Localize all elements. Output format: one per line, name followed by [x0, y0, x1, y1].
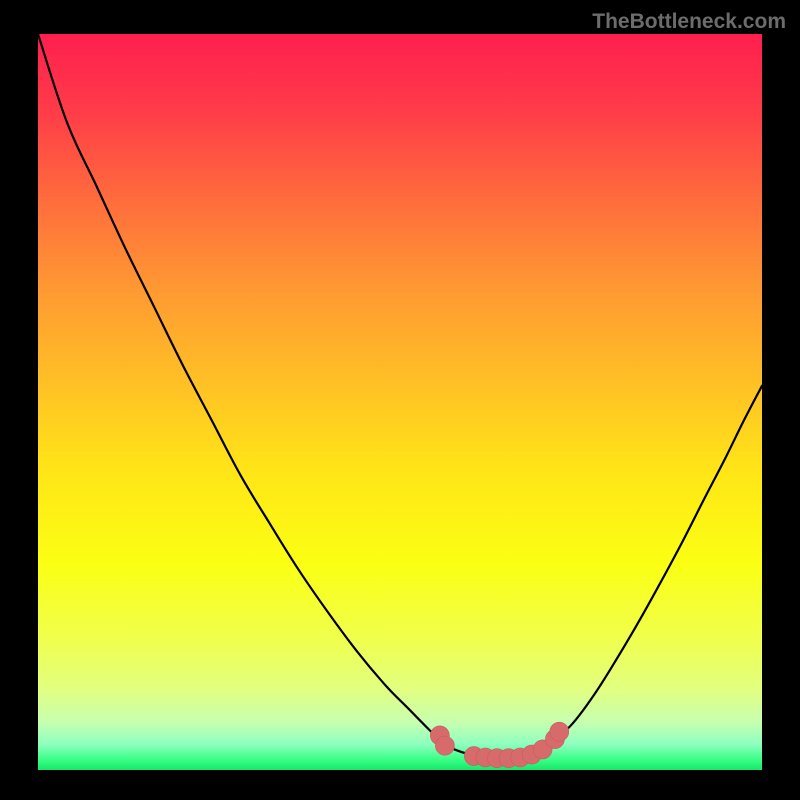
watermark-text: TheBottleneck.com: [592, 10, 786, 34]
chart-frame: TheBottleneck.com: [0, 0, 800, 800]
plot-background: [38, 34, 762, 770]
